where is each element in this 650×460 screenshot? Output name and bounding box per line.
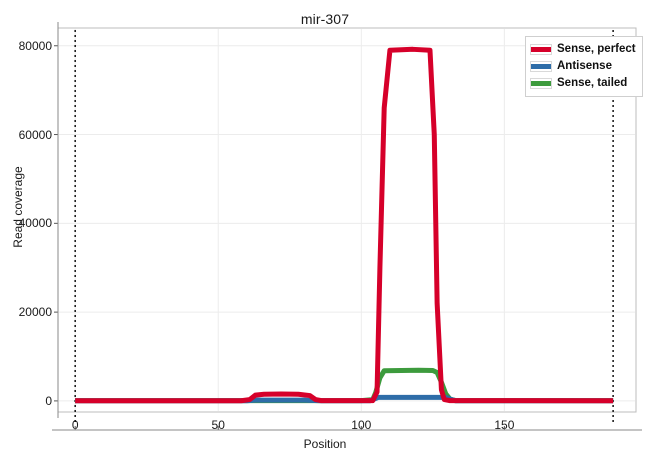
legend-label-antisense: Antisense [557,59,612,72]
legend-label-sense-perfect: Sense, perfect [557,42,636,55]
legend-swatch-sense-perfect [530,44,552,55]
legend-item-sense-perfect: Sense, perfect [530,41,636,58]
legend-swatch-antisense [530,61,552,72]
x-tick-label: 0 [71,418,79,432]
x-axis-label: Position [303,437,347,451]
legend-item-sense-tailed: Sense, tailed [530,75,636,92]
legend-item-antisense: Antisense [530,58,636,75]
y-tick-label: 80000 [18,38,52,53]
x-axis-tick-labels: 0 50 100 150 [0,418,650,438]
series-line-sense-perfect [75,46,614,404]
legend-swatch-sense-tailed [530,78,552,89]
legend-label-sense-tailed: Sense, tailed [557,76,628,89]
y-tick-label: 20000 [18,305,52,320]
y-tick-label: 40000 [18,216,52,231]
x-tick-label: 100 [351,418,372,432]
y-tick-label: 60000 [18,127,52,142]
y-axis-tick-labels: 0 20000 40000 60000 80000 [0,0,52,460]
chart-legend: Sense, perfect Antisense Sense, tailed [525,36,643,97]
x-tick-label: 50 [211,418,225,432]
chart-title: mir-307 [300,11,350,27]
x-tick-label: 150 [494,418,515,432]
y-tick-label: 0 [45,393,52,408]
